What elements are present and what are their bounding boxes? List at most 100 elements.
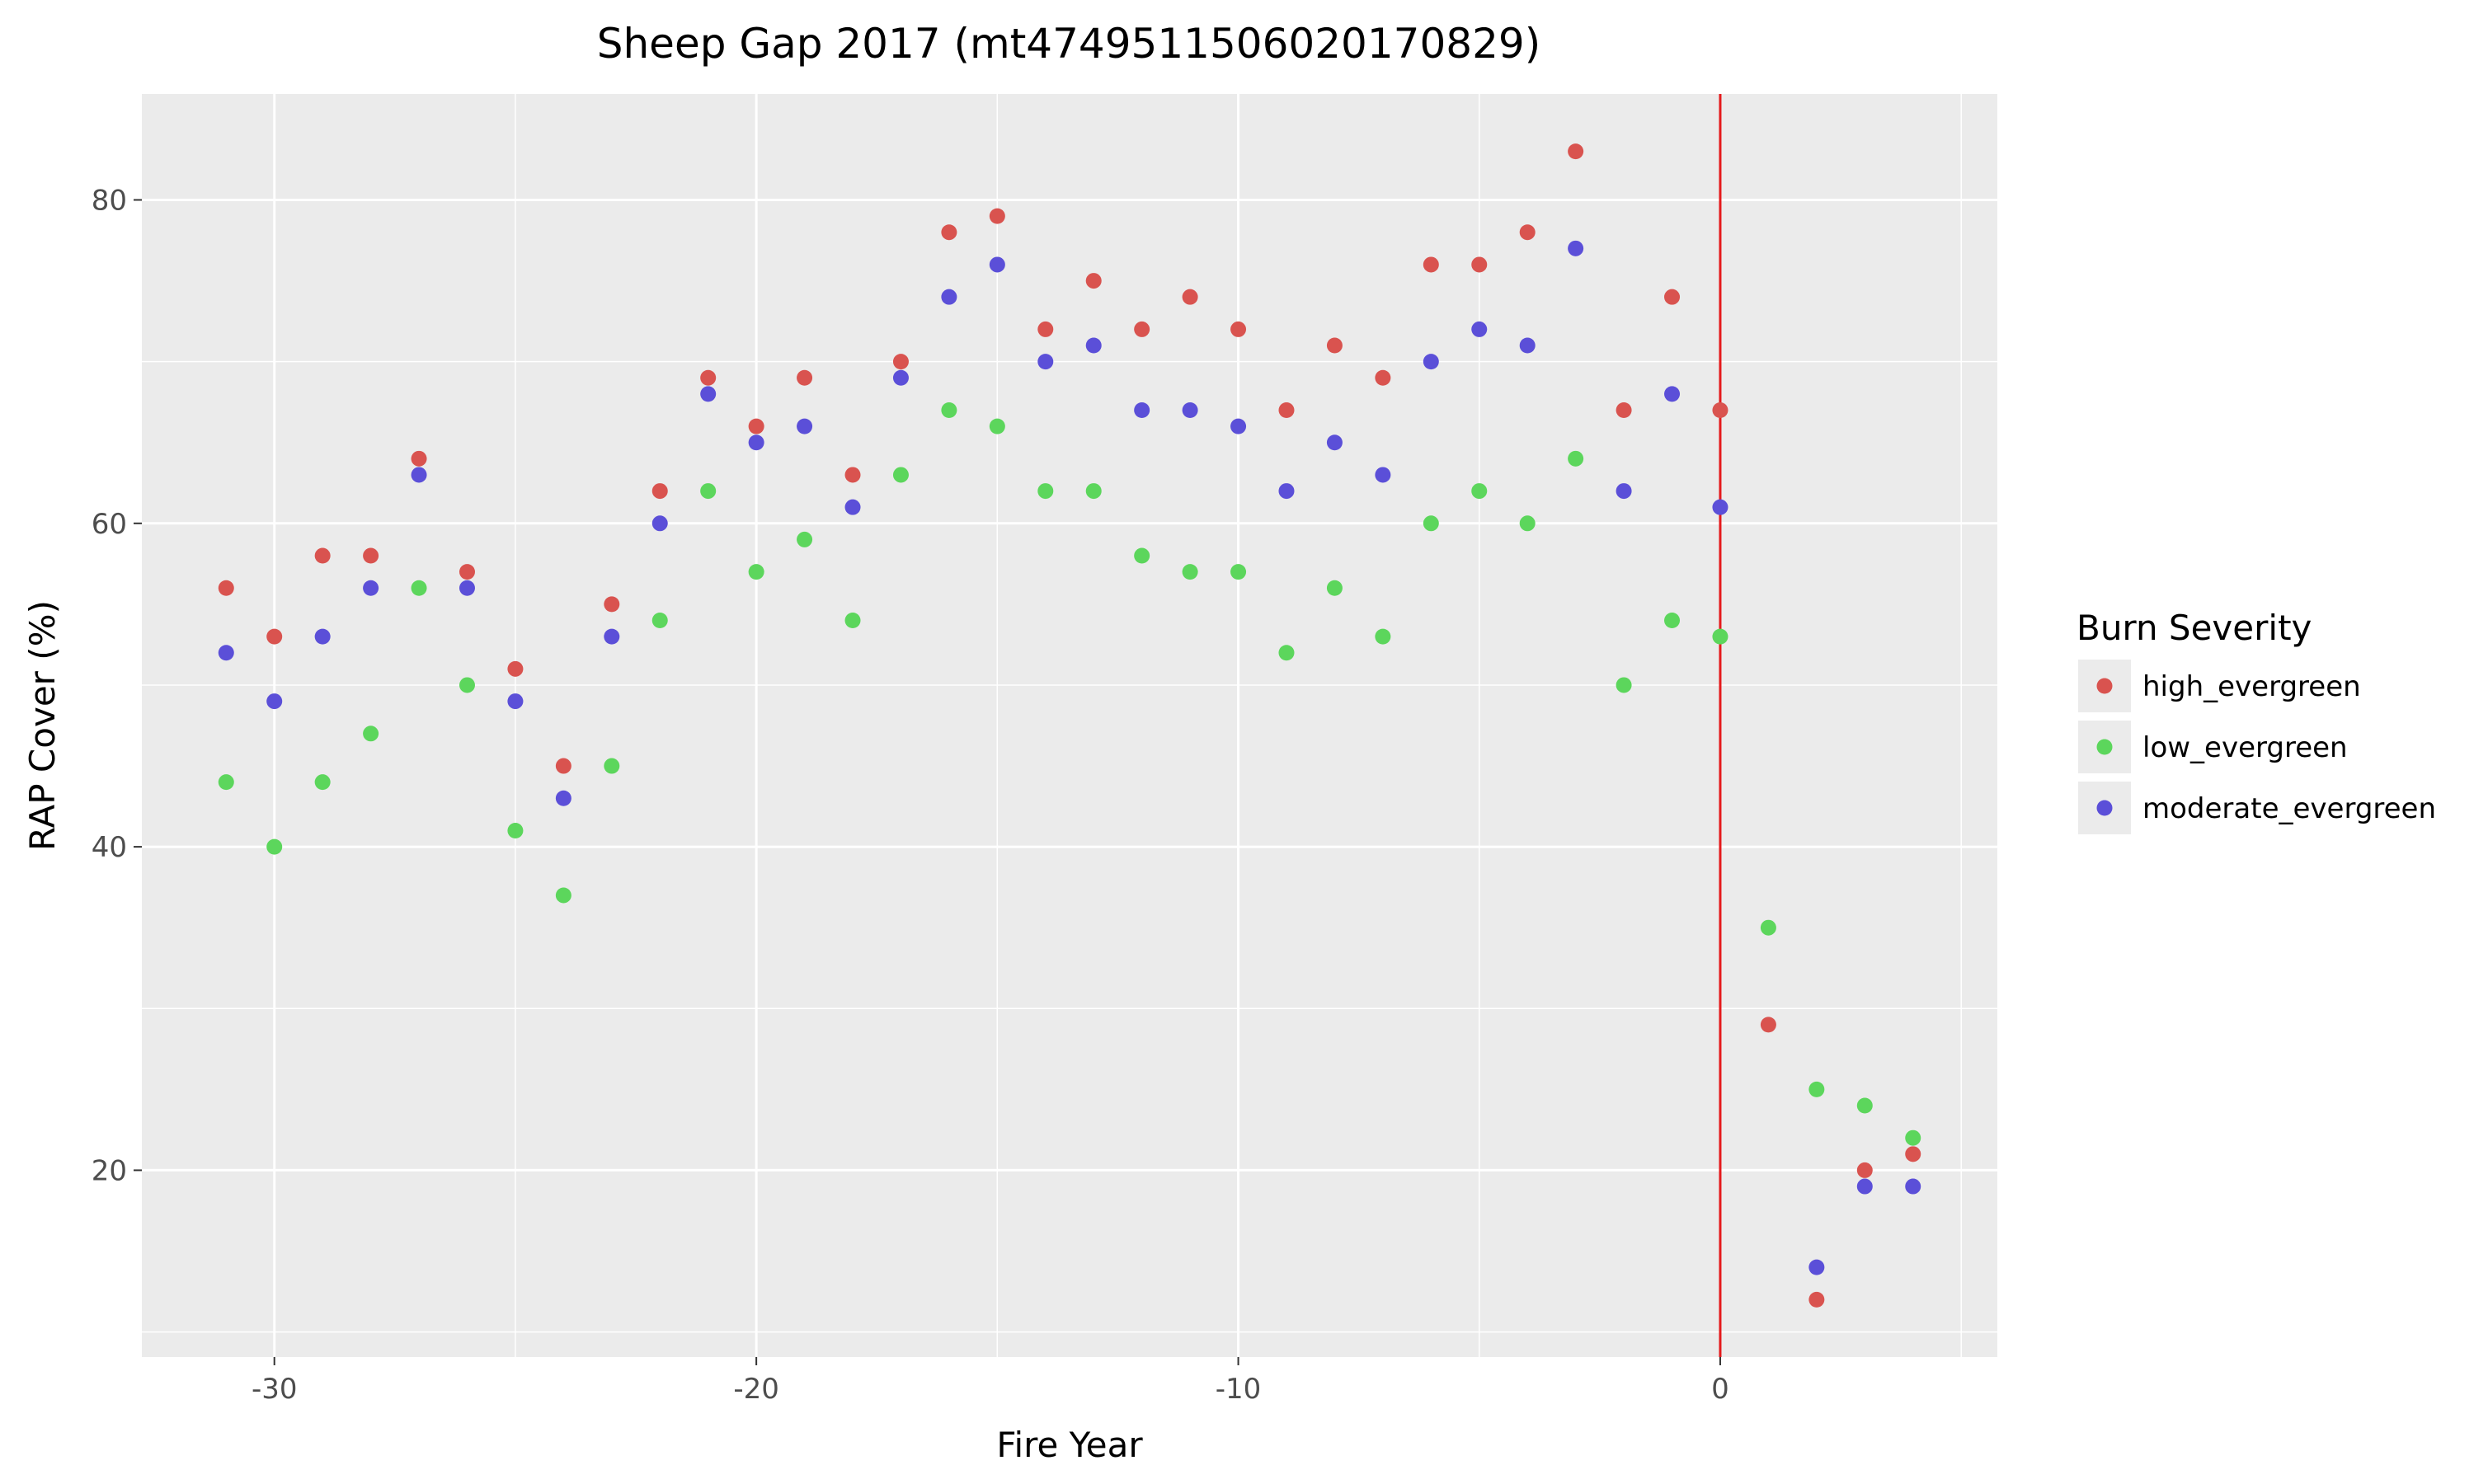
data-point [1856, 1097, 1873, 1114]
data-point [314, 628, 331, 645]
data-point [1760, 919, 1776, 936]
data-point [459, 677, 475, 693]
data-point [1375, 628, 1391, 645]
data-point [1375, 369, 1391, 386]
data-point [1375, 467, 1391, 483]
data-point [218, 774, 234, 791]
legend-title: Burn Severity [2077, 608, 2312, 648]
series-high_evergreen [218, 143, 1921, 1308]
data-point [1230, 418, 1247, 434]
data-point [1085, 483, 1102, 500]
data-point [1085, 273, 1102, 289]
data-point [1423, 354, 1439, 370]
data-point [1712, 402, 1729, 418]
data-point [1519, 224, 1536, 241]
data-point [507, 660, 524, 677]
data-point [892, 369, 909, 386]
data-point [1085, 337, 1102, 354]
data-point [1905, 1146, 1921, 1162]
legend-marker [2096, 739, 2113, 755]
minor-gridlines [142, 94, 1997, 1357]
y-tick-label: 60 [92, 508, 127, 541]
x-tick-label: -30 [252, 1373, 298, 1406]
data-point [651, 612, 668, 628]
data-point [844, 499, 861, 515]
data-point [459, 564, 475, 580]
data-point [266, 628, 283, 645]
data-point [1134, 402, 1150, 418]
data-point [1760, 1017, 1776, 1033]
data-point [1616, 402, 1632, 418]
y-tick-label: 80 [92, 184, 127, 217]
series-moderate_evergreen [218, 240, 1921, 1275]
legend-item-moderate_evergreen: moderate_evergreen [2078, 782, 2436, 834]
data-point [1471, 321, 1488, 337]
data-point [1712, 499, 1729, 515]
data-point [989, 418, 1005, 434]
x-axis-title: Fire Year [996, 1425, 1143, 1465]
data-point [1326, 580, 1343, 596]
y-axis-title: RAP Cover (%) [22, 600, 63, 851]
plot-panel [142, 94, 1997, 1357]
data-point [604, 758, 620, 774]
series-low_evergreen [218, 402, 1921, 1146]
data-point [1568, 143, 1584, 160]
data-point [1278, 645, 1295, 661]
data-point [1182, 564, 1198, 580]
data-point [844, 467, 861, 483]
data-point [748, 434, 764, 451]
y-tick-label: 40 [92, 831, 127, 864]
data-point [1905, 1178, 1921, 1195]
data-point [266, 838, 283, 855]
data-point [1230, 564, 1247, 580]
data-point [892, 467, 909, 483]
data-point [604, 628, 620, 645]
data-point [1423, 256, 1439, 273]
data-point [941, 289, 957, 305]
data-point [1278, 483, 1295, 500]
legend-item-high_evergreen: high_evergreen [2078, 660, 2361, 712]
data-point [941, 224, 957, 241]
data-point [363, 580, 379, 596]
data-point [1230, 321, 1247, 337]
x-tick-label: -20 [733, 1373, 779, 1406]
legend-marker [2096, 678, 2113, 694]
data-point [989, 256, 1005, 273]
data-point [555, 887, 571, 904]
data-point [700, 386, 717, 402]
data-point [1568, 240, 1584, 256]
legend-label: high_evergreen [2142, 670, 2361, 703]
data-point [844, 612, 861, 628]
data-point [1519, 337, 1536, 354]
data-point [604, 596, 620, 613]
data-point [1182, 289, 1198, 305]
data-point [1664, 612, 1681, 628]
data-point [411, 467, 427, 483]
data-point [1423, 515, 1439, 532]
data-point [411, 580, 427, 596]
data-point [797, 369, 813, 386]
data-point [1037, 321, 1054, 337]
data-point [748, 418, 764, 434]
data-point [314, 547, 331, 564]
data-point [892, 354, 909, 370]
data-point [941, 402, 957, 418]
data-point [218, 580, 234, 596]
data-point [1471, 256, 1488, 273]
data-point [1808, 1081, 1825, 1097]
chart-title: Sheep Gap 2017 (mt4749511506020170829) [597, 20, 1540, 68]
y-tick-label: 20 [92, 1154, 127, 1187]
data-point [1856, 1162, 1873, 1178]
legend-label: low_evergreen [2142, 731, 2348, 764]
data-point [1471, 483, 1488, 500]
data-point [1712, 628, 1729, 645]
data-points [218, 143, 1921, 1308]
data-point [459, 580, 475, 596]
data-point [651, 483, 668, 500]
data-point [1905, 1129, 1921, 1146]
data-point [1134, 547, 1150, 564]
data-point [797, 531, 813, 547]
data-point [1326, 434, 1343, 451]
data-point [1037, 354, 1054, 370]
